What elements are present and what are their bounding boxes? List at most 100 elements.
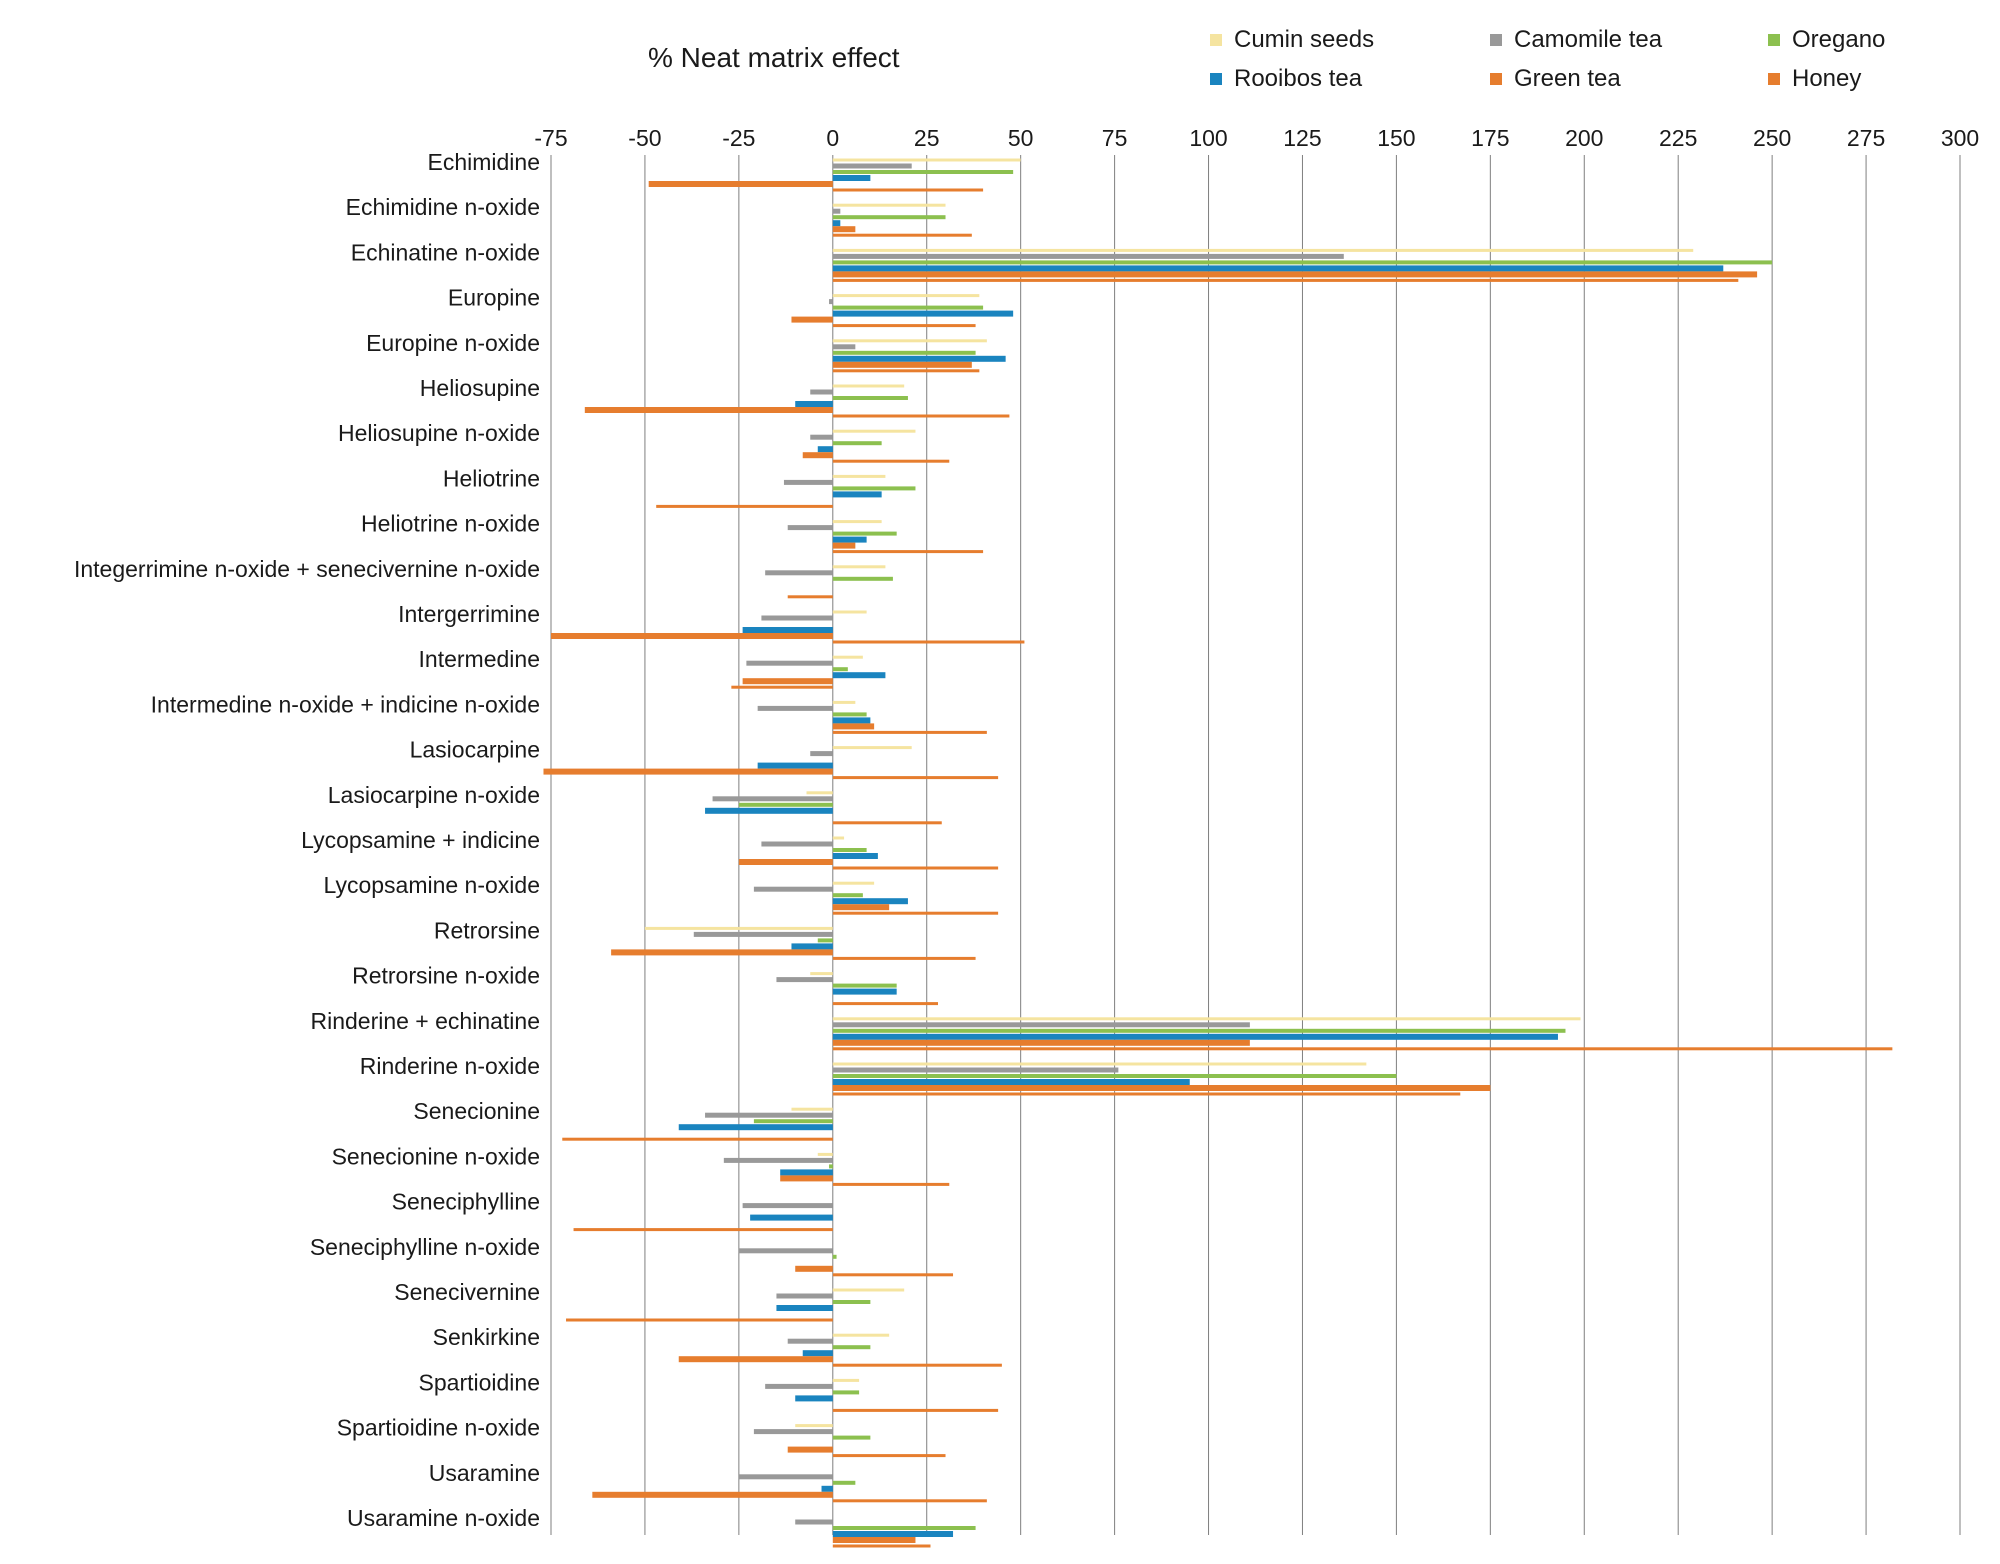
bar — [832, 988, 897, 995]
bar — [832, 1544, 931, 1548]
bar — [821, 1485, 833, 1492]
bar — [817, 446, 833, 453]
bar — [832, 1363, 1002, 1367]
bar — [832, 474, 886, 478]
bar — [776, 977, 833, 983]
bar — [712, 796, 833, 802]
category-label: Rinderine + echinatine — [310, 1008, 540, 1034]
bar — [776, 1293, 833, 1299]
legend-item-camomile-tea: Camomile tea — [1490, 26, 1662, 54]
bar — [761, 841, 833, 847]
bar — [832, 361, 972, 368]
bar — [832, 215, 946, 220]
bar — [832, 188, 984, 192]
bar — [753, 1429, 833, 1435]
legend-item-oregano: Oregano — [1768, 26, 1885, 54]
bar — [832, 640, 1025, 644]
bar — [832, 848, 867, 852]
bar — [592, 1491, 833, 1498]
chart-title: % Neat matrix effect — [648, 42, 900, 73]
legend-label-camomile-tea: Camomile tea — [1514, 26, 1663, 53]
bar — [705, 807, 833, 814]
bar — [832, 1378, 860, 1382]
category-label: Lasiocarpine — [410, 737, 540, 763]
x-tick-label: 0 — [826, 125, 839, 151]
category-label: Senecionine — [413, 1098, 540, 1124]
bar — [832, 491, 882, 498]
category-label: Echimidine n-oxide — [346, 194, 540, 220]
bar — [832, 1454, 946, 1458]
bar — [832, 278, 1739, 282]
bar — [757, 705, 833, 711]
bar — [742, 627, 833, 633]
bar — [832, 1067, 1119, 1073]
bar — [832, 1074, 1397, 1078]
bar — [832, 550, 984, 554]
bar — [832, 310, 1014, 317]
bar — [795, 401, 833, 407]
bar — [678, 1124, 833, 1131]
bar — [832, 1092, 1461, 1096]
bar — [832, 1390, 860, 1395]
category-label: Heliosupine n-oxide — [338, 420, 540, 446]
category-label: Senecionine n-oxide — [332, 1143, 540, 1169]
bar — [656, 504, 833, 508]
bar — [832, 324, 976, 328]
bar — [810, 389, 833, 395]
bar — [566, 1318, 833, 1322]
bar — [810, 434, 833, 440]
bar — [584, 407, 833, 413]
bar — [795, 1265, 833, 1272]
bar — [829, 299, 833, 305]
bar — [738, 802, 833, 807]
bar — [832, 369, 980, 373]
bar — [832, 717, 871, 724]
bar — [832, 956, 976, 960]
legend-swatch-oregano — [1768, 34, 1780, 46]
bar — [783, 479, 833, 485]
bar — [765, 1383, 833, 1389]
bar — [832, 1526, 976, 1530]
bar — [791, 943, 833, 950]
bar — [562, 1137, 833, 1141]
category-label: Echinatine n-oxide — [351, 239, 540, 265]
bar — [817, 1152, 833, 1156]
category-label: Senkirkine — [433, 1324, 540, 1350]
bar — [802, 452, 833, 459]
bar — [832, 260, 1773, 265]
bar — [573, 1228, 833, 1232]
legend-item-honey: Honey — [1768, 65, 1861, 93]
bar — [780, 1169, 833, 1176]
x-tick-label: 275 — [1847, 125, 1885, 151]
x-tick-label: 300 — [1941, 125, 1979, 151]
bar — [832, 1531, 954, 1537]
bar — [810, 751, 833, 757]
bar — [832, 248, 1694, 252]
bar — [832, 531, 897, 536]
bar — [832, 1288, 905, 1292]
bar — [832, 355, 1006, 362]
category-label: Seneciphylline — [392, 1189, 540, 1215]
bar — [832, 1062, 1367, 1066]
bar — [832, 655, 863, 659]
bar — [832, 1079, 1190, 1085]
bar — [832, 158, 1021, 162]
bar — [832, 1480, 856, 1485]
bar — [753, 1119, 833, 1124]
bar — [832, 459, 950, 463]
category-label: Lycopsamine + indicine — [301, 827, 540, 853]
x-tick-label: -25 — [722, 125, 755, 151]
category-label: Seneciphylline n-oxide — [310, 1234, 540, 1260]
bar — [832, 866, 999, 870]
bar — [832, 1254, 837, 1259]
bar — [705, 1112, 833, 1118]
bar — [787, 1338, 833, 1344]
bar — [832, 1182, 950, 1186]
bar — [832, 175, 871, 181]
bar — [738, 859, 833, 865]
x-tick-label: 50 — [1008, 125, 1034, 151]
bar — [832, 271, 1758, 278]
bar — [832, 220, 841, 227]
bar — [832, 746, 912, 750]
